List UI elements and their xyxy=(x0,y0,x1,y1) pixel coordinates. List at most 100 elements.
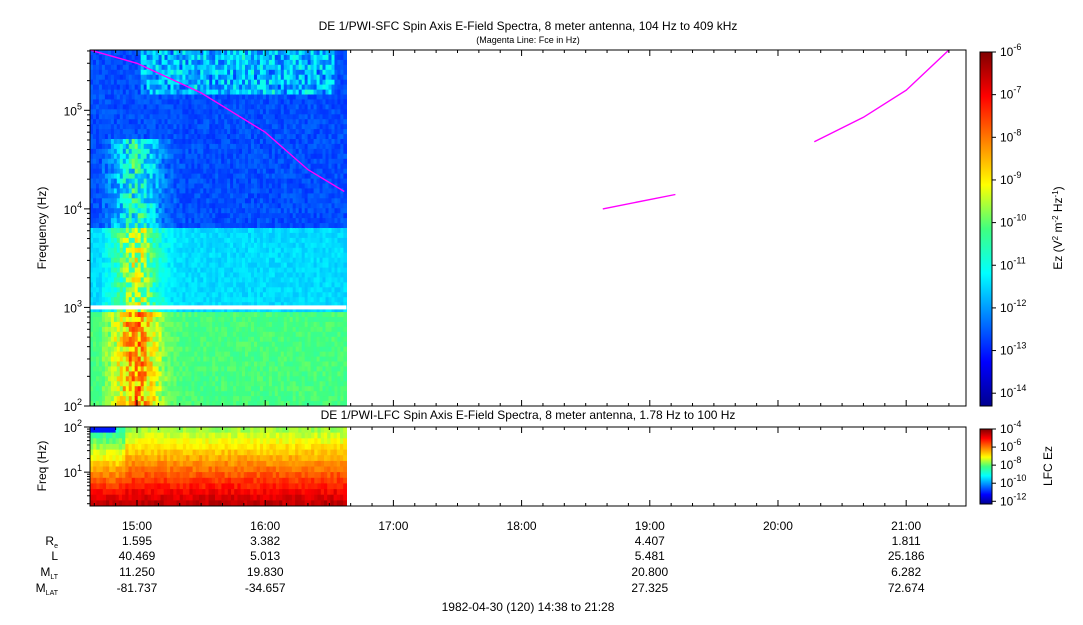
spectrogram-cell xyxy=(128,54,133,61)
spectrogram-cell xyxy=(140,247,145,254)
spectrogram-cell xyxy=(271,321,276,328)
spectrogram-cell xyxy=(271,59,276,66)
spectrogram-cell xyxy=(191,223,195,229)
spectrogram-cell xyxy=(257,84,261,91)
spectrogram-cell xyxy=(134,223,139,229)
spectrogram-cell xyxy=(122,366,127,372)
spectrogram-cell xyxy=(101,346,106,353)
spectrogram-cell xyxy=(200,257,204,264)
spectrogram-cell xyxy=(292,153,297,160)
spectrogram-cell xyxy=(212,74,216,81)
spectrogram-cell xyxy=(236,143,240,150)
spectrogram-cell xyxy=(209,287,213,293)
spectrogram-cell xyxy=(254,396,258,402)
spectrogram-cell xyxy=(209,326,213,333)
spectrogram-cell xyxy=(104,50,109,56)
spectrogram-cell xyxy=(212,84,216,91)
spectrogram-cell xyxy=(274,203,279,209)
spectrogram-cell xyxy=(116,203,121,209)
spectrogram-cell xyxy=(265,228,270,234)
spectrogram-cell xyxy=(259,396,264,402)
spectrogram-cell xyxy=(90,178,94,185)
spectrogram-cell xyxy=(251,376,255,382)
spectrogram-cell xyxy=(200,203,204,209)
spectrogram-cell xyxy=(140,336,145,343)
spectrogram-cell xyxy=(101,336,106,343)
spectrogram-cell xyxy=(206,213,210,219)
spectrogram-cell xyxy=(152,287,157,293)
spectrogram-cell xyxy=(182,401,186,406)
spectrogram-cell xyxy=(280,74,285,81)
spectrogram-cell xyxy=(295,69,300,76)
spectrogram-cell xyxy=(268,381,273,387)
spectrogram-cell xyxy=(295,74,300,81)
spectrogram-cell xyxy=(277,223,282,229)
spectrogram-cell xyxy=(173,341,178,348)
spectrogram-cell xyxy=(221,173,225,180)
spectrogram-cell xyxy=(280,148,285,155)
spectrogram-cell xyxy=(119,74,124,81)
spectrogram-cell xyxy=(170,94,175,100)
spectrogram-cell xyxy=(93,193,97,199)
spectrogram-cell xyxy=(295,94,300,100)
spectrogram-cell xyxy=(268,104,273,110)
spectrogram-cell xyxy=(164,346,169,353)
spectrogram-cell xyxy=(113,272,118,278)
spectrogram-cell xyxy=(212,297,216,303)
spectrogram-cell xyxy=(254,272,258,278)
spectrogram-cell xyxy=(257,129,261,135)
spectrogram-cell xyxy=(179,361,183,367)
spectrogram-cell xyxy=(277,317,282,323)
spectrogram-cell xyxy=(280,361,285,367)
spectrogram-cell xyxy=(230,356,234,363)
spectrogram-cell xyxy=(200,188,204,194)
spectrogram-cell xyxy=(107,292,112,298)
spectrogram-cell xyxy=(230,341,234,348)
spectrogram-cell xyxy=(239,341,243,348)
spectrogram-cell xyxy=(182,134,186,140)
spectrogram-cell xyxy=(164,262,169,269)
spectrogram-cell xyxy=(173,64,178,71)
spectrogram-cell xyxy=(209,277,213,283)
spectrogram-cell xyxy=(283,178,288,185)
spectrogram-cell xyxy=(221,341,225,348)
spectrogram-cell xyxy=(176,307,181,313)
spectrogram-cell xyxy=(277,134,282,140)
spectrogram-cell xyxy=(110,336,115,343)
spectrogram-cell xyxy=(245,386,249,392)
spectrogram-cell xyxy=(197,50,201,56)
spectrogram-cell xyxy=(90,208,94,214)
spectrogram-cell xyxy=(200,356,204,363)
spectrogram-cell xyxy=(251,247,255,254)
spectrogram-cell xyxy=(280,139,285,145)
spectrogram-cell xyxy=(110,317,115,323)
spectrogram-cell xyxy=(209,109,213,115)
spectrogram-cell xyxy=(134,69,139,76)
spectrogram-cell xyxy=(197,237,201,244)
spectrogram-cell xyxy=(128,139,133,145)
spectrogram-cell xyxy=(104,317,109,323)
spectrogram-cell xyxy=(158,74,163,81)
spectrogram-cell xyxy=(245,119,249,125)
spectrogram-cell xyxy=(152,312,157,318)
spectrogram-cell xyxy=(283,297,288,303)
spectrogram-cell xyxy=(90,168,94,175)
spectrogram-cell xyxy=(134,218,139,224)
spectrogram-cell xyxy=(221,247,225,254)
spectrogram-cell xyxy=(191,99,195,105)
spectrogram-cell xyxy=(149,114,154,120)
spectrogram-cell xyxy=(292,129,297,135)
spectrogram-cell xyxy=(158,361,163,367)
spectrogram-cell xyxy=(206,336,210,343)
spectrogram-cell xyxy=(134,94,139,100)
spectrogram-cell xyxy=(173,386,178,392)
spectrogram-cell xyxy=(164,292,169,298)
spectrogram-cell xyxy=(212,173,216,180)
spectrogram-cell xyxy=(182,386,186,392)
spectrogram-cell xyxy=(262,277,267,283)
spectrogram-cell xyxy=(257,139,261,145)
spectrogram-cell xyxy=(93,94,97,100)
spectrogram-cell xyxy=(176,297,181,303)
spectrogram-cell xyxy=(158,223,163,229)
spectrogram-cell xyxy=(224,99,228,105)
